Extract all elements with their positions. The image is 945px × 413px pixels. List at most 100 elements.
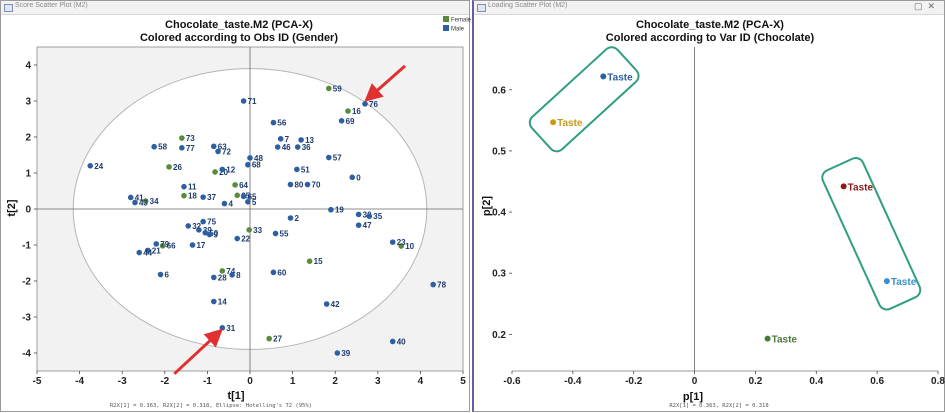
y-axis-label: p[2] bbox=[481, 196, 493, 217]
point-label: 79 bbox=[160, 240, 169, 249]
window-controls[interactable]: ▢✕ bbox=[913, 1, 940, 11]
point-label: 77 bbox=[186, 144, 195, 153]
point-label: 32 bbox=[192, 222, 201, 231]
point-label: 27 bbox=[273, 335, 282, 344]
point-label: 19 bbox=[335, 206, 344, 215]
x-tick-label: 1 bbox=[290, 376, 296, 387]
y-tick-label: -1 bbox=[22, 241, 31, 252]
point-label: 72 bbox=[222, 147, 231, 156]
data-point bbox=[600, 73, 607, 80]
data-point bbox=[179, 145, 185, 151]
loading-window-titlebar[interactable]: Loading Scatter Plot (M2) ▢✕ bbox=[474, 1, 944, 15]
data-point bbox=[246, 227, 252, 233]
y-tick-label: 3 bbox=[25, 97, 31, 108]
annotation-arrow bbox=[364, 64, 407, 102]
x-tick-label: -3 bbox=[118, 376, 127, 387]
data-point bbox=[328, 206, 334, 213]
data-point bbox=[185, 223, 192, 229]
y-tick-label: 4 bbox=[25, 61, 31, 72]
data-point bbox=[323, 301, 330, 307]
data-point bbox=[270, 269, 277, 276]
data-point bbox=[294, 166, 300, 173]
data-point bbox=[345, 108, 351, 114]
data-point bbox=[142, 198, 149, 204]
y-tick-label: 0.4 bbox=[492, 208, 506, 219]
x-tick-label: 0.8 bbox=[931, 376, 945, 387]
data-point bbox=[181, 192, 187, 199]
highlight-box bbox=[528, 46, 640, 153]
score-window-titlebar[interactable]: Score Scatter Plot (M2) bbox=[1, 1, 469, 15]
point-label: 75 bbox=[207, 218, 216, 227]
data-point bbox=[430, 281, 436, 288]
data-point bbox=[272, 230, 279, 237]
point-label: 5 bbox=[252, 198, 257, 207]
point-label: 23 bbox=[397, 238, 406, 247]
data-point bbox=[240, 98, 247, 104]
x-tick-label: -5 bbox=[33, 376, 42, 387]
x-tick-label: -0.4 bbox=[564, 376, 582, 387]
data-point bbox=[398, 243, 405, 249]
chart-title: Chocolate_taste.M2 (PCA-X) bbox=[165, 19, 313, 31]
point-label: 46 bbox=[282, 143, 291, 152]
point-label: 68 bbox=[252, 161, 261, 170]
point-label: Taste bbox=[557, 118, 583, 129]
data-point bbox=[153, 241, 160, 247]
point-label: 20 bbox=[219, 168, 228, 177]
point-label: 80 bbox=[294, 181, 303, 190]
x-axis-label: p[1] bbox=[683, 391, 704, 403]
point-label: 40 bbox=[397, 337, 406, 346]
data-point bbox=[234, 192, 241, 199]
legend-label: Male bbox=[451, 27, 465, 33]
data-point bbox=[210, 274, 217, 281]
point-label: 4 bbox=[228, 200, 233, 209]
point-label: 70 bbox=[312, 181, 321, 190]
data-point bbox=[270, 119, 277, 126]
data-point bbox=[136, 249, 143, 256]
data-point bbox=[389, 338, 396, 345]
chart-subtitle: Colored according to Obs ID (Gender) bbox=[140, 32, 338, 44]
point-label: 0 bbox=[356, 173, 361, 182]
y-tick-label: 2 bbox=[25, 133, 31, 144]
chart-subtitle: Colored according to Var ID (Chocolate) bbox=[606, 32, 815, 44]
plot-area: -0.6 -0.4 -0.2 0 0.2 0.4 0.6 0.8 0.2 0.3 0.4 0.5 0.6… bbox=[492, 46, 945, 387]
score-plot-window: Score Scatter Plot (M2) Chocolate_taste.… bbox=[0, 0, 471, 413]
data-point bbox=[366, 213, 373, 219]
y-tick-label: 1 bbox=[25, 169, 31, 180]
point-label: 43 bbox=[139, 199, 148, 208]
data-point bbox=[287, 181, 294, 188]
point-label: 74 bbox=[226, 267, 235, 276]
x-axis-label: t[1] bbox=[227, 390, 244, 402]
data-point bbox=[206, 231, 213, 238]
point-label: 47 bbox=[363, 221, 372, 230]
data-point bbox=[245, 199, 251, 205]
point-label: 39 bbox=[341, 349, 350, 358]
y-tick-label: 0 bbox=[25, 205, 31, 216]
point-label: 64 bbox=[239, 181, 248, 190]
x-tick-label: -4 bbox=[75, 376, 84, 387]
data-point bbox=[144, 247, 151, 254]
point-label: 57 bbox=[333, 154, 342, 163]
score-scatter-chart[interactable]: Chocolate_taste.M2 (PCA-X) Colored accor… bbox=[1, 1, 471, 413]
point-label: 2 bbox=[294, 214, 299, 223]
score-window-title: Score Scatter Plot (M2) bbox=[15, 2, 88, 9]
data-point bbox=[219, 268, 226, 274]
data-point bbox=[355, 222, 362, 228]
legend-label: Female bbox=[451, 18, 471, 24]
point-label: 36 bbox=[302, 143, 311, 152]
data-point bbox=[212, 169, 218, 175]
y-tick-label: -2 bbox=[22, 277, 31, 288]
point-label: 37 bbox=[207, 193, 216, 202]
loading-window-title: Loading Scatter Plot (M2) bbox=[488, 2, 568, 9]
legend-swatch bbox=[443, 25, 449, 31]
loading-scatter-chart[interactable]: Chocolate_taste.M2 (PCA-X) Colored accor… bbox=[474, 1, 945, 413]
x-tick-label: -0.6 bbox=[503, 376, 521, 387]
point-label: 73 bbox=[186, 134, 195, 143]
data-point bbox=[349, 174, 356, 181]
x-tick-label: 5 bbox=[460, 376, 466, 387]
x-tick-label: 0.2 bbox=[748, 376, 762, 387]
point-label: 39 bbox=[203, 226, 212, 235]
point-label: 69 bbox=[346, 117, 355, 126]
point-label: 76 bbox=[369, 100, 378, 109]
point-label: 8 bbox=[236, 271, 241, 280]
data-point bbox=[234, 235, 241, 242]
